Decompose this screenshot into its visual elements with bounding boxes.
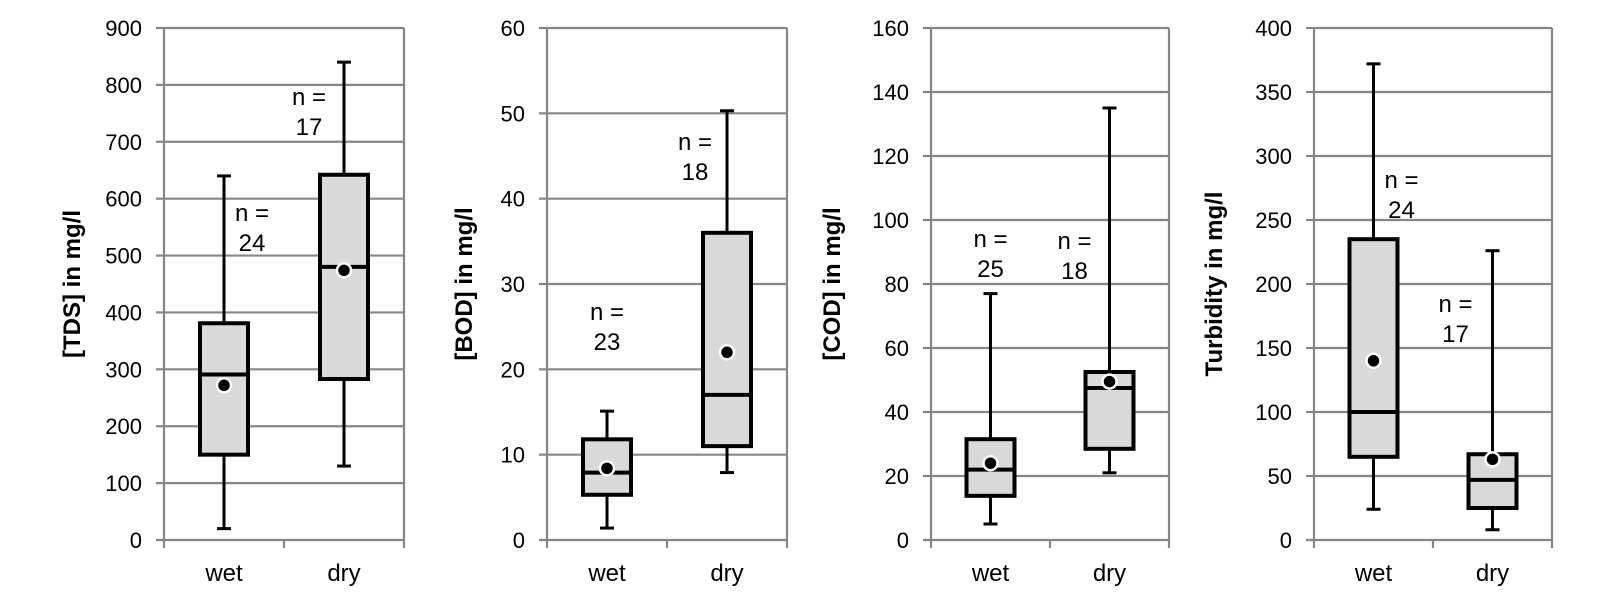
n-label-prefix: n = [1057,228,1091,255]
y-tick-label: 800 [105,73,142,98]
y-tick-label: 250 [1255,208,1292,233]
n-label-prefix: n = [1384,167,1418,194]
box-dry: n = 17 [292,60,370,468]
x-category-label: wet [971,560,1010,587]
y-tick-label: 0 [1280,528,1292,553]
n-label-count: 25 [977,256,1004,283]
box-dry: n = 18 [678,109,753,475]
mean-marker [215,377,233,394]
box-dry: n = 18 [1057,106,1136,475]
x-category-label: wet [587,560,626,587]
n-label-prefix: n = [590,299,624,326]
x-category-label: dry [1476,560,1509,587]
y-tick-label: 700 [105,130,142,155]
y-tick-label: 0 [130,528,142,553]
box-wet: n = 25 [964,226,1017,526]
y-tick-label: 100 [1255,400,1292,425]
y-tick-label: 140 [872,80,909,105]
mean-marker [1484,451,1501,468]
box-iqr [701,230,753,449]
y-tick-label: 0 [513,528,525,553]
mean-marker [1365,352,1382,370]
box-wet: n = 24 [198,174,269,531]
x-category-label: wet [204,560,243,587]
n-label-count: 23 [594,329,621,356]
y-axis-title: [COD] in mg/l [819,207,846,360]
y-tick-label: 200 [105,414,142,439]
y-tick-label: 400 [1255,16,1292,41]
y-tick-label: 120 [872,144,909,169]
y-axis-title: [TDS] in mg/l [59,210,86,358]
box-wet: n = 23 [581,299,633,530]
y-tick-label: 300 [105,357,142,382]
y-tick-label: 0 [897,528,909,553]
y-tick-label: 10 [501,443,525,468]
box-iqr [964,437,1017,498]
y-tick-label: 400 [105,300,142,325]
box-iqr [1347,237,1400,459]
y-tick-label: 20 [885,464,909,489]
y-tick-label: 30 [501,272,525,297]
chart-panel-1: 0 100 200 300 400 500 600 700 800 900 wet dry [TDS] … [59,16,406,587]
x-category-label: dry [710,560,743,587]
y-axis-title: Turbidity in mg/l [1201,192,1228,377]
mean-marker [598,460,616,477]
y-tick-label: 60 [885,336,909,361]
n-label-prefix: n = [678,129,712,156]
mean-marker [335,262,353,279]
y-axis-title: [BOD] in mg/l [451,207,478,360]
box-dry: n = 17 [1438,249,1519,532]
mean-marker [1101,373,1118,390]
chart-panel-3: 0 20 40 60 80 100 120 140 160 wet dry [COD] in mg/l… [819,16,1171,587]
x-category-label: dry [327,560,360,587]
y-tick-label: 160 [872,16,909,41]
y-tick-label: 100 [105,471,142,496]
x-category-label: wet [1354,560,1393,587]
n-label-count: 24 [1388,197,1415,224]
y-tick-label: 50 [1268,464,1292,489]
n-label-prefix: n = [1438,291,1472,318]
n-label-count: 17 [1442,321,1469,348]
n-label-count: 17 [296,114,323,141]
n-label-prefix: n = [973,226,1007,253]
y-tick-label: 600 [105,187,142,212]
x-category-label: dry [1093,560,1126,587]
chart-panel-4: 0 50 100 150 200 250 300 350 400 wet dry Turbidity … [1201,16,1554,587]
y-tick-label: 40 [501,187,525,212]
y-tick-label: 200 [1255,272,1292,297]
n-label-prefix: n = [292,84,326,111]
n-label-count: 18 [1061,258,1088,285]
n-label-count: 24 [239,230,266,257]
mean-marker [982,454,999,472]
box-wet: n = 24 [1347,62,1419,511]
y-tick-label: 20 [501,357,525,382]
y-tick-label: 300 [1255,144,1292,169]
y-tick-label: 350 [1255,80,1292,105]
mean-marker [718,344,736,361]
y-tick-label: 100 [872,208,909,233]
y-tick-label: 40 [885,400,909,425]
n-label-count: 18 [682,159,709,186]
y-tick-label: 60 [501,16,525,41]
y-tick-label: 500 [105,244,142,269]
y-tick-label: 50 [501,101,525,126]
y-tick-label: 150 [1255,336,1292,361]
y-tick-label: 80 [885,272,909,297]
y-tick-label: 900 [105,16,142,41]
n-label-prefix: n = [235,200,269,227]
